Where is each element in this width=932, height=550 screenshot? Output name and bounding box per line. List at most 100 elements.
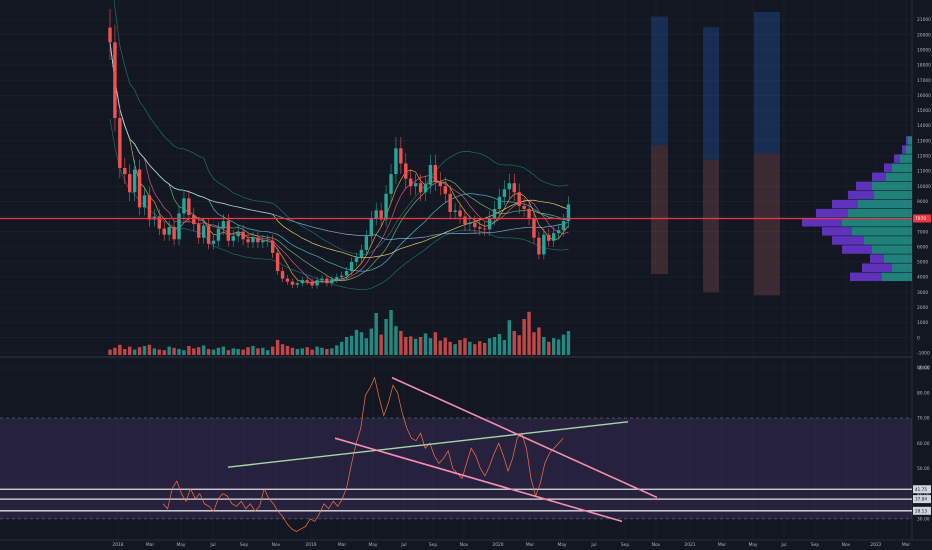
candle-body (463, 216, 467, 225)
candle-body (497, 196, 502, 209)
time-tick-label: May (368, 542, 377, 548)
volume-bar (320, 347, 324, 355)
volume-bar (172, 347, 176, 355)
volume-profile-bar (842, 218, 912, 227)
candle-body (399, 148, 403, 164)
volume-bar (128, 346, 132, 355)
candle-body (354, 257, 359, 262)
volume-bar (325, 349, 329, 355)
volume-bar (123, 349, 127, 355)
volume-bar (266, 350, 270, 355)
candle-body (404, 163, 408, 179)
volume-bar (374, 313, 378, 355)
volume-profile-bar (856, 181, 872, 191)
volume-bar (344, 337, 349, 355)
candle-body (206, 225, 211, 244)
volume-bar (389, 310, 393, 355)
candle-body (290, 281, 295, 285)
volume-bar (478, 341, 482, 355)
volume-profile-bar (884, 254, 912, 263)
volume-bar (290, 347, 295, 355)
volume-bar (211, 349, 216, 355)
volume-bar (537, 327, 541, 355)
candle-body (162, 228, 166, 235)
rsi-trendline (334, 437, 623, 523)
price-tick-label: 2000 (917, 305, 928, 311)
volume-bar (384, 319, 388, 355)
candle-body (364, 236, 369, 250)
time-tick-label: Nov (842, 542, 851, 548)
price-tick-label: 20000 (917, 32, 931, 38)
volume-profile-bar (864, 236, 912, 245)
candle-body (512, 183, 516, 193)
candle-body (137, 169, 142, 208)
candle-body (123, 168, 127, 175)
price-tick-label: 3000 (917, 290, 928, 296)
volume-profile-bar (902, 145, 906, 154)
volume-bar (354, 329, 359, 355)
rsi-trendline (391, 376, 658, 499)
candle-body (522, 205, 526, 209)
volume-bar (261, 347, 265, 355)
time-tick-label: 2022 (870, 542, 881, 548)
volume-bar (502, 340, 507, 355)
candle-body (295, 283, 300, 285)
volume-profile-bar (852, 227, 912, 236)
price-tick-label: 18000 (917, 63, 931, 69)
rsi-tick-label: 60.00 (917, 441, 930, 447)
volume-bar (236, 349, 240, 355)
candle-body (251, 237, 255, 243)
volume-bar (142, 346, 147, 355)
volume-bar (364, 338, 369, 355)
candle-body (172, 227, 176, 240)
volume-bar (512, 331, 516, 355)
volume-bar (497, 334, 502, 355)
volume-profile-bar (892, 163, 912, 172)
time-tick-label: May (176, 542, 185, 548)
candle-body (142, 195, 147, 208)
moving-average-line (109, 42, 569, 284)
candle-body (443, 186, 447, 194)
price-tick-label: 14000 (917, 123, 931, 129)
volume-profile-bar (848, 208, 912, 218)
volume-bar (428, 338, 433, 355)
volume-profile-bar (822, 227, 852, 236)
volume-profile-bar (908, 136, 912, 145)
volume-bar (157, 349, 161, 355)
fib-zone (651, 16, 668, 146)
time-tick-label: 2018 (112, 542, 123, 548)
candle-body (394, 148, 398, 175)
candle-body (413, 183, 418, 187)
time-tick-label: Mar (718, 542, 726, 548)
time-tick-label: Jul (209, 542, 215, 548)
volume-bar (330, 348, 334, 355)
candle-body (246, 239, 250, 243)
volume-bar (226, 350, 231, 355)
volume-bar (349, 335, 354, 355)
candle-body (473, 222, 477, 228)
candle-body (384, 193, 388, 220)
rsi-tick-label: 30.00 (917, 516, 930, 522)
price-tick-label: 16000 (917, 93, 931, 99)
volume-bar (251, 346, 255, 355)
price-tick-label: 21000 (917, 17, 931, 23)
rsi-tick-label: 50.00 (917, 466, 930, 472)
candle-body (423, 184, 428, 193)
candle-body (547, 234, 551, 241)
candle-body (537, 237, 541, 255)
volume-profile-bar (882, 272, 912, 282)
volume-bar (305, 347, 309, 355)
candle-body (285, 278, 290, 282)
candle-body (561, 221, 566, 231)
volume-profile-bar (892, 263, 912, 272)
volume-bar (547, 341, 551, 355)
candle-body (236, 231, 240, 237)
candle-body (113, 42, 117, 119)
volume-bar (295, 349, 300, 355)
price-tick-label: 0 (917, 335, 920, 341)
candle-body (197, 224, 201, 238)
volume-bar (542, 337, 546, 355)
time-tick-label: Nov (652, 542, 661, 548)
volume-bar (399, 331, 403, 355)
